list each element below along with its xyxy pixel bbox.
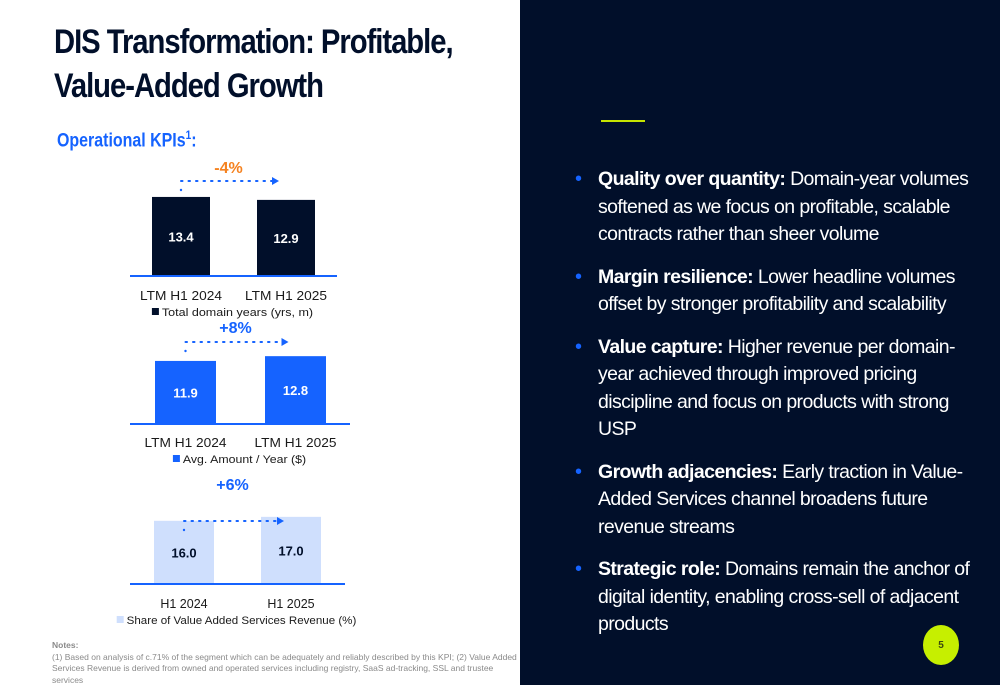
category-label: LTM H1 2025: [255, 436, 337, 450]
legend-swatch: [152, 308, 159, 315]
data-label: 16.0: [171, 545, 196, 560]
legend-label: Avg. Amount / Year ($): [183, 454, 306, 466]
bullet-dot-icon: •: [575, 267, 582, 287]
bullet-dot-icon: •: [575, 337, 582, 357]
arrow-tick: [184, 350, 186, 352]
arrow-head-icon: [272, 177, 279, 185]
legend-swatch: [117, 616, 124, 623]
category-label: LTM H1 2024: [145, 436, 227, 450]
notes-heading: Notes:: [52, 640, 522, 652]
data-label: 17.0: [278, 543, 303, 558]
bullet-item: •Quality over quantity: Domain-year volu…: [577, 166, 987, 249]
legend-swatch: [173, 455, 180, 462]
kpi-charts: 13.4 LTM H1 2024 12.9 LTM H1 2025 -4% Total d…: [0, 0, 520, 685]
category-label: H1 2025: [267, 597, 314, 611]
bullet-dot-icon: •: [575, 169, 582, 189]
bullet-heading: Growth adjacencies:: [598, 461, 777, 483]
change-label: +8%: [219, 320, 251, 337]
arrow-tick: [183, 529, 185, 531]
bullet-item: •Margin resilience: Lower headline volum…: [577, 264, 987, 319]
accent-divider: [601, 120, 645, 122]
bullet-list: •Quality over quantity: Domain-year volu…: [577, 166, 987, 654]
bullet-heading: Value capture:: [598, 336, 723, 358]
bullet-item: •Strategic role: Domains remain the anch…: [577, 556, 987, 639]
bullet-heading: Strategic role:: [598, 558, 720, 580]
legend-label: Total domain years (yrs, m): [162, 307, 313, 319]
bullet-heading: Margin resilience:: [598, 266, 753, 288]
bullet-item: •Growth adjacencies: Early traction in V…: [577, 459, 987, 542]
bullet-dot-icon: •: [575, 462, 582, 482]
notes-text: (1) Based on analysis of c.71% of the se…: [52, 652, 522, 686]
data-label: 13.4: [168, 229, 194, 244]
data-label: 11.9: [173, 385, 198, 400]
bullet-dot-icon: •: [575, 559, 582, 579]
arrow-head-icon: [282, 338, 289, 346]
data-label: 12.9: [273, 231, 298, 246]
page-number-badge: 5: [923, 625, 959, 665]
category-label: H1 2024: [160, 597, 207, 611]
notes: Notes: (1) Based on analysis of c.71% of…: [52, 640, 522, 686]
data-label: 12.8: [283, 383, 308, 398]
category-label: LTM H1 2024: [140, 289, 222, 303]
change-label: -4%: [214, 160, 242, 177]
change-label: +6%: [216, 477, 248, 494]
arrow-tick: [180, 189, 182, 191]
legend-label: Share of Value Added Services Revenue (%…: [127, 615, 357, 627]
bullet-heading: Quality over quantity:: [598, 168, 785, 190]
bullet-item: •Value capture: Higher revenue per domai…: [577, 334, 987, 444]
category-label: LTM H1 2025: [245, 289, 327, 303]
